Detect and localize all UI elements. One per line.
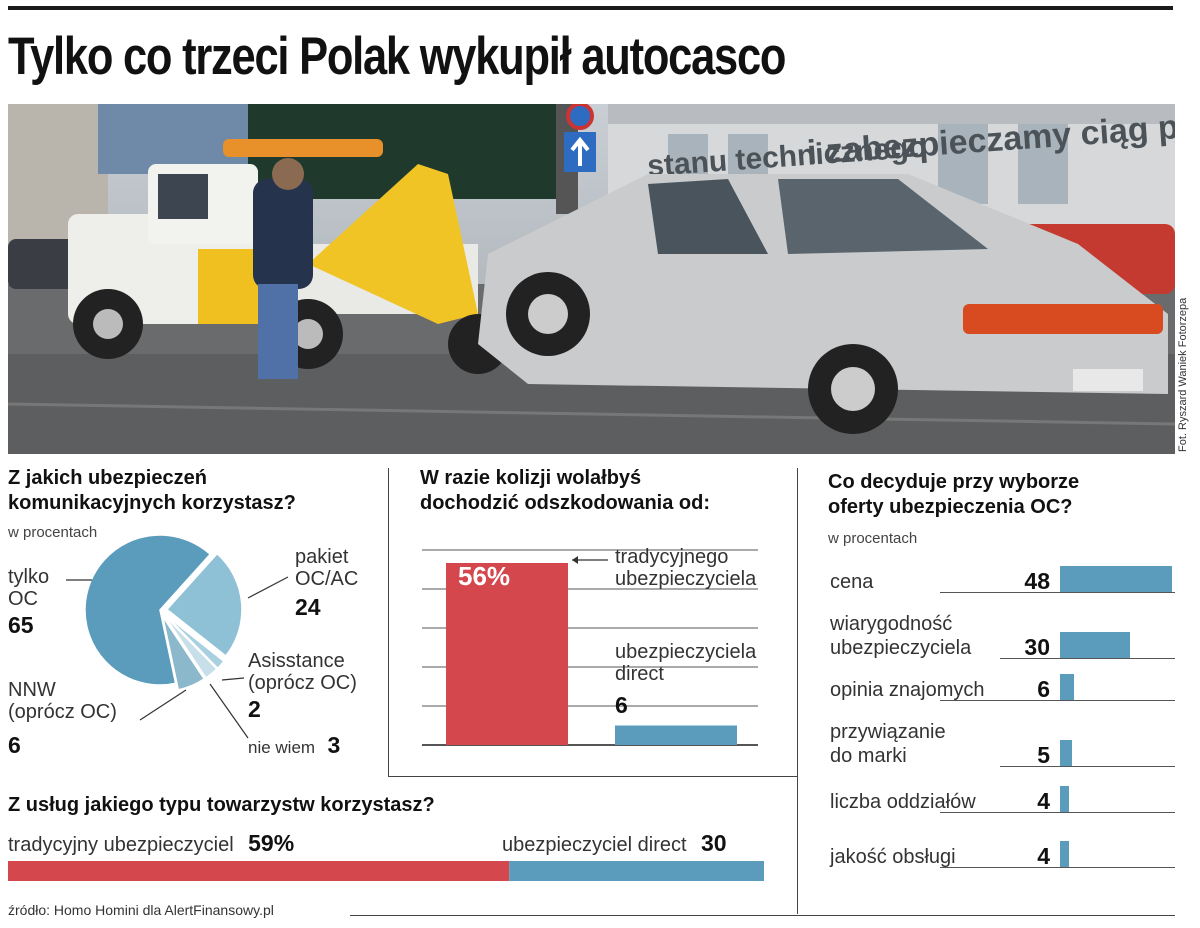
hbar-unit: w procentach — [828, 530, 918, 547]
hbar-baseline — [940, 700, 1175, 701]
split-value-trad: 59% — [248, 830, 295, 856]
hbar-label: opinia znajomych — [830, 679, 985, 701]
hbar-baseline — [940, 812, 1175, 813]
pie-value-nnw: 6 — [8, 732, 21, 758]
hbar-value: 48 — [1024, 568, 1050, 594]
hbar-bar — [1060, 740, 1072, 766]
page-title: Tylko co trzeci Polak wykupił autocasco — [8, 27, 786, 86]
hbar-bar — [1060, 841, 1070, 867]
split-label-direct-wrap: ubezpieczyciel direct 30 — [502, 830, 727, 857]
hbar-question: Co decyduje przy wyborze oferty ubezpiec… — [828, 471, 1080, 518]
pie-question: Z jakich ubezpieczeń komunikacyjnych kor… — [8, 467, 296, 514]
hbar-chart: cena 48 wiarygodność ubezpieczyciela 30 opini… — [820, 560, 1175, 890]
split-label-trad-wrap: tradycyjny ubezpieczyciel 59% — [8, 830, 294, 857]
hbar-label: jakość obsługi — [830, 846, 956, 868]
pie-slice-pakiet — [165, 552, 243, 658]
bar-value-direct: 6 — [615, 692, 628, 718]
bottom-rule — [350, 915, 1175, 916]
bar-value-trad: 56% — [458, 561, 511, 591]
hbar-label: liczba oddziałów — [830, 791, 976, 813]
divider-h1 — [388, 776, 797, 777]
pie-label-assistance: Asisstance (oprócz OC) — [248, 650, 357, 694]
split-question: Z usług jakiego typu towarzystw korzysta… — [8, 794, 435, 816]
pie-label-oc: tylko OC — [8, 566, 50, 610]
pie-label-nie-wiem: nie wiem 3 — [248, 732, 341, 758]
hbar-bar — [1060, 674, 1074, 700]
bar-direct — [615, 725, 737, 745]
split-bar — [8, 861, 764, 881]
vertical-bar-chart — [422, 549, 758, 746]
hbar-bar — [1060, 566, 1172, 592]
hbar-label: wiarygodność ubezpieczyciela — [830, 613, 972, 659]
pie-slice-nnw — [161, 616, 206, 691]
hbar-baseline — [1000, 658, 1175, 659]
tow-truck-photo: stanu technicznego i zabezpieczamy ciąg … — [8, 104, 1175, 454]
pie-value-oc: 65 — [8, 612, 34, 638]
pie-value-pakiet: 24 — [295, 594, 321, 620]
pie-unit: w procentach — [8, 524, 98, 541]
pie-label-nnw: NNW (oprócz OC) — [8, 679, 117, 723]
split-bar-direct — [509, 861, 764, 881]
divider-v2 — [797, 468, 798, 914]
hbar-bar — [1060, 632, 1130, 658]
bar-question: W razie kolizji wolałbyś dochodzić odszk… — [420, 467, 710, 514]
split-label-direct: ubezpieczyciel direct — [502, 834, 687, 856]
pie-value-assistance: 2 — [248, 696, 261, 722]
bar-label-direct: ubezpieczyciela direct — [615, 641, 757, 685]
bar-label-trad: tradycyjnego ubezpieczyciela — [615, 546, 757, 590]
hbar-value: 30 — [1024, 634, 1050, 660]
hbar-bar — [1060, 786, 1070, 812]
pie-value-nie-wiem: 3 — [327, 732, 341, 758]
split-label-trad: tradycyjny ubezpieczyciel — [8, 834, 234, 856]
hbar-value: 5 — [1037, 742, 1050, 768]
pie-slice-nie-wiem — [163, 614, 218, 679]
top-rule — [8, 6, 1173, 10]
split-value-direct: 30 — [700, 830, 727, 856]
divider-v1 — [388, 468, 389, 776]
photo-credit: Fot. Ryszard Waniek Fotorzepa — [1177, 297, 1189, 452]
hbar-value: 4 — [1037, 843, 1050, 869]
bar-trad — [446, 563, 568, 745]
split-bar-trad — [8, 861, 510, 881]
pie-chart — [66, 534, 289, 739]
hbar-label: cena — [830, 571, 874, 593]
hbar-value: 4 — [1037, 788, 1050, 814]
pie-slice-oc — [84, 534, 212, 686]
hbar-value: 6 — [1037, 676, 1050, 702]
hbar-label: przywiązanie do marki — [830, 721, 946, 767]
hbar-baseline — [940, 592, 1175, 593]
hbar-baseline — [1000, 766, 1175, 767]
pie-label-pakiet: pakiet OC/AC — [295, 546, 359, 590]
pie-slice-assistance — [164, 614, 226, 670]
hbar-baseline — [940, 867, 1175, 868]
source-note: źródło: Homo Homini dla AlertFinansowy.p… — [8, 902, 274, 918]
